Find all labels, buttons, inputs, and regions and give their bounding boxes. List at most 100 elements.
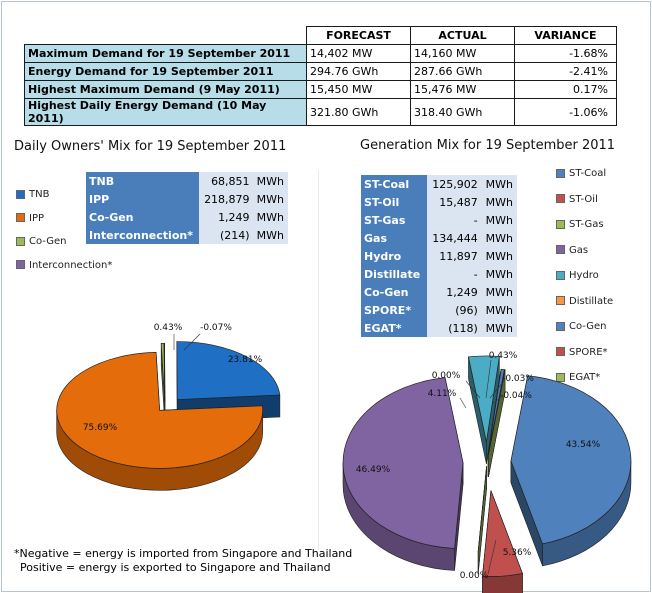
source-value: 11,897: [426, 247, 481, 265]
source-name: Hydro: [361, 247, 427, 265]
actual-unit: MW: [456, 47, 477, 60]
footnote-negative: *Negative = energy is imported from Sing…: [14, 547, 353, 560]
variance-cell: -2.41%: [514, 62, 617, 81]
summary-corner-cell: [24, 26, 307, 45]
forecast-unit: MW: [352, 47, 373, 60]
actual-unit: GWh: [456, 105, 483, 119]
owner-unit: MWh: [252, 226, 288, 244]
legend-label: Distillate: [569, 295, 614, 307]
source-unit: MWh: [480, 175, 517, 193]
legend-item: Interconnection*: [16, 260, 112, 271]
legend-swatch: [16, 236, 25, 246]
legend-swatch: [556, 168, 565, 178]
owner-name: IPP: [86, 190, 200, 208]
legend-label: TNB: [29, 189, 50, 200]
header-actual: ACTUAL: [410, 26, 515, 45]
legend-swatch: [556, 245, 565, 254]
forecast-value: 321.80: [310, 105, 349, 119]
legend-label: Co-Gen: [569, 321, 607, 332]
actual-value: 15,476: [414, 83, 453, 96]
legend-item: SPORE*: [556, 347, 608, 358]
forecast-value: 15,450: [310, 83, 349, 96]
variance-cell: -1.68%: [514, 44, 617, 63]
forecast-value: 294.76: [310, 65, 349, 78]
source-value: 1,249: [426, 283, 481, 301]
source-unit: MWh: [480, 301, 517, 319]
legend-swatch: [556, 372, 565, 382]
forecast-cell: 15,450 MW: [306, 80, 411, 99]
generation-table-row: SPORE* (96) MWh: [361, 301, 517, 319]
actual-unit: GWh: [456, 65, 483, 78]
legend-label: SPORE*: [569, 346, 608, 358]
owners-table-row: IPP 218,879 MWh: [86, 190, 288, 208]
actual-value: 318.40: [414, 105, 453, 119]
source-value: (118): [426, 319, 481, 337]
generation-table-row: ST-Oil 15,487 MWh: [361, 193, 517, 211]
legend-item: ST-Coal: [556, 168, 606, 179]
demand-summary-table: FORECAST ACTUAL VARIANCE Maximum Demand …: [24, 26, 617, 126]
forecast-unit: MW: [352, 83, 373, 96]
legend-item: Distillate: [556, 296, 613, 307]
actual-cell: 14,160 MW: [410, 44, 515, 63]
owner-value: (214): [199, 226, 253, 244]
source-name: Distillate: [361, 265, 427, 283]
forecast-unit: GWh: [352, 65, 379, 78]
legend-item: Hydro: [556, 270, 599, 281]
owner-name: TNB: [86, 172, 200, 190]
legend-swatch: [16, 189, 25, 199]
forecast-cell: 321.80 GWh: [306, 98, 411, 126]
actual-value: 287.66: [414, 65, 453, 78]
generation-mix-table: ST-Coal 125,902 MWh ST-Oil 15,487 MWh ST-Gas…: [361, 175, 517, 337]
source-name: ST-Gas: [361, 211, 427, 229]
source-name: Co-Gen: [361, 283, 427, 301]
generation-table-row: Distillate - MWh: [361, 265, 517, 283]
source-name: ST-Oil: [361, 193, 427, 211]
legend-swatch: [556, 219, 565, 229]
owner-value: 1,249: [199, 208, 253, 226]
owner-unit: MWh: [252, 190, 288, 208]
generation-table-row: Hydro 11,897 MWh: [361, 247, 517, 265]
owner-unit: MWh: [252, 208, 288, 226]
variance-cell: -1.06%: [514, 98, 617, 126]
actual-cell: 318.40 GWh: [410, 98, 515, 126]
source-value: 15,487: [426, 193, 481, 211]
source-name: EGAT*: [361, 319, 427, 337]
legend-label: Hydro: [569, 270, 599, 281]
owner-name: Co-Gen: [86, 208, 200, 226]
summary-row: Highest Maximum Demand (9 May 2011) 15,4…: [24, 80, 617, 99]
owners-table-row: Interconnection* (214) MWh: [86, 226, 288, 244]
owners-table-row: Co-Gen 1,249 MWh: [86, 208, 288, 226]
generation-table-row: Co-Gen 1,249 MWh: [361, 283, 517, 301]
footnote: *Negative = energy is imported from Sing…: [14, 547, 352, 575]
forecast-cell: 294.76 GWh: [306, 62, 411, 81]
forecast-value: 14,402: [310, 47, 349, 60]
source-unit: MWh: [480, 211, 517, 229]
owner-unit: MWh: [252, 172, 288, 190]
legend-label: Gas: [569, 244, 589, 256]
legend-item: Gas: [556, 245, 588, 256]
summary-row: Highest Daily Energy Demand (10 May 2011…: [24, 98, 617, 126]
legend-swatch: [16, 260, 25, 269]
summary-row-label: Energy Demand for 19 September 2011: [24, 62, 307, 81]
summary-row-label: Highest Maximum Demand (9 May 2011): [24, 80, 307, 99]
legend-swatch: [556, 194, 565, 203]
source-value: -: [426, 265, 481, 283]
legend-label: EGAT*: [569, 372, 601, 383]
source-unit: MWh: [480, 319, 517, 337]
owners-mix-title: Daily Owners' Mix for 19 September 2011: [14, 139, 287, 154]
legend-item: ST-Gas: [556, 219, 604, 230]
footnote-positive: Positive = energy is exported to Singapo…: [20, 561, 331, 574]
legend-label: IPP: [29, 212, 45, 224]
legend-item: TNB: [16, 189, 49, 200]
actual-unit: MW: [456, 83, 477, 96]
summary-row: Maximum Demand for 19 September 2011 14,…: [24, 44, 617, 63]
generation-table-row: Gas 134,444 MWh: [361, 229, 517, 247]
owners-mix-table: TNB 68,851 MWh IPP 218,879 MWh Co-Gen 1,249 MW…: [86, 172, 288, 244]
header-forecast: FORECAST: [306, 26, 411, 45]
legend-swatch: [556, 347, 565, 356]
owners-table-row: TNB 68,851 MWh: [86, 172, 288, 190]
source-unit: MWh: [480, 193, 517, 211]
legend-item: Co-Gen: [16, 236, 67, 247]
generation-legend: ST-Coal ST-Oil ST-Gas Gas Hydro Distillate Co-…: [556, 168, 646, 388]
